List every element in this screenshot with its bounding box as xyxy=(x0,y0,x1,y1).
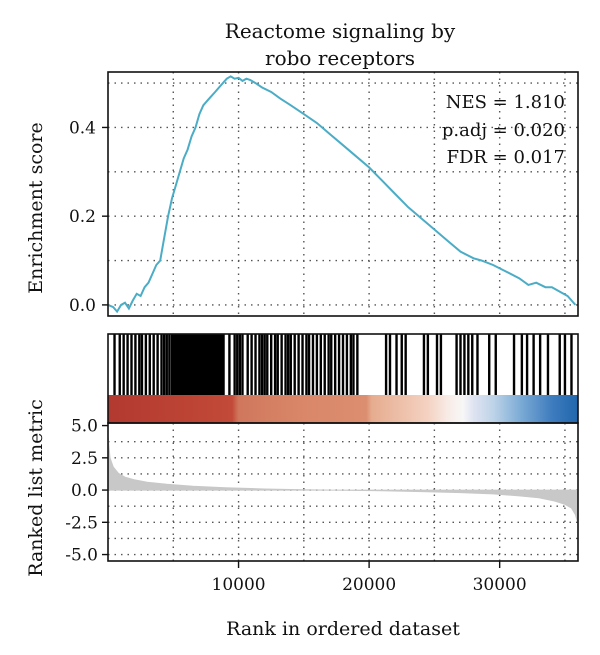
x-tick-label: 30000 xyxy=(473,575,527,595)
ranked-metric-area xyxy=(107,435,579,524)
ranked-y-tick-label: 0.0 xyxy=(71,481,98,501)
enrichment-frame xyxy=(107,71,579,317)
stat-padj: p.adj = 0.020 xyxy=(442,120,565,141)
ranked-metric-y-axis-label: Ranked list metric xyxy=(25,399,47,577)
x-tick-label: 10000 xyxy=(212,575,266,595)
stat-fdr: FDR = 0.017 xyxy=(446,147,565,168)
x-tick-label: 20000 xyxy=(342,575,396,595)
enrichment-y-axis-label: Enrichment score xyxy=(25,122,47,293)
stat-nes: NES = 1.810 xyxy=(446,92,565,113)
enrichment-grid xyxy=(108,72,578,316)
enrichment-y-tick-label: 0.4 xyxy=(69,118,96,138)
ranked-y-tick-label: 2.5 xyxy=(71,449,98,469)
ranked-metric-panel: 5.0 2.5 0.0 -2.5 -5.0 10000 20000 30000 Ranked… xyxy=(25,399,579,640)
ranking-color-bar xyxy=(108,395,578,423)
ranked-metric-y-ticks: 5.0 2.5 0.0 -2.5 -5.0 xyxy=(65,417,108,566)
enrichment-score-line xyxy=(108,75,577,314)
enrichment-y-ticks: 0.0 0.2 0.4 xyxy=(69,118,108,316)
hit-lines xyxy=(113,334,573,395)
enrichment-y-tick-label: 0.2 xyxy=(69,207,96,227)
enrichment-y-tick-label: 0.0 xyxy=(69,296,96,316)
ranked-y-tick-label: 5.0 xyxy=(71,417,98,437)
x-axis-ticks: 10000 20000 30000 xyxy=(212,561,527,595)
ranked-metric-frame xyxy=(107,422,579,562)
ranked-y-tick-label: -5.0 xyxy=(65,546,98,566)
ranked-y-tick-label: -2.5 xyxy=(65,513,98,533)
hits-panel xyxy=(107,333,579,424)
x-axis-label: Rank in ordered dataset xyxy=(226,618,460,640)
enrichment-panel: 0.0 0.2 0.4 NES = 1.810 p.adj = 0.020 FDR … xyxy=(25,71,579,317)
chart-title-line-1: Reactome signaling by xyxy=(225,19,456,43)
chart-title-line-2: robo receptors xyxy=(265,46,415,70)
